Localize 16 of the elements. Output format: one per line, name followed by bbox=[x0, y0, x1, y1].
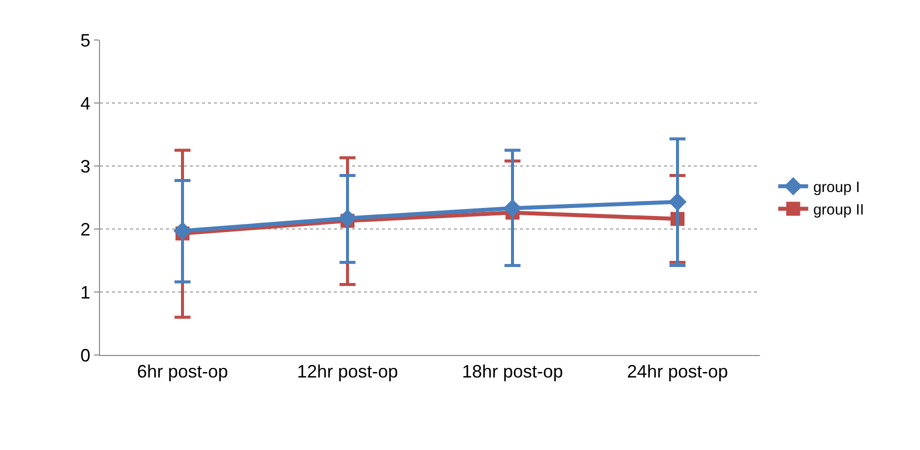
y-tick-label: 1 bbox=[80, 282, 90, 302]
y-tick-label: 2 bbox=[80, 219, 90, 240]
x-tick-label: 24hr post-op bbox=[626, 362, 728, 382]
y-tick-label: 0 bbox=[80, 345, 90, 366]
legend-label: group II bbox=[813, 202, 864, 219]
point bbox=[503, 199, 522, 218]
point bbox=[173, 222, 192, 240]
legend-label: group I bbox=[813, 179, 860, 196]
point bbox=[338, 209, 357, 228]
y-tick-label: 4 bbox=[80, 93, 90, 114]
y-tick-label: 5 bbox=[80, 30, 90, 50]
y-tick-label: 3 bbox=[80, 156, 90, 176]
x-tick-label: 6hr post-op bbox=[136, 362, 228, 382]
x-tick-label: 18hr post-op bbox=[462, 362, 564, 382]
point bbox=[668, 192, 687, 212]
x-tick-label: 12hr post-op bbox=[296, 362, 398, 382]
